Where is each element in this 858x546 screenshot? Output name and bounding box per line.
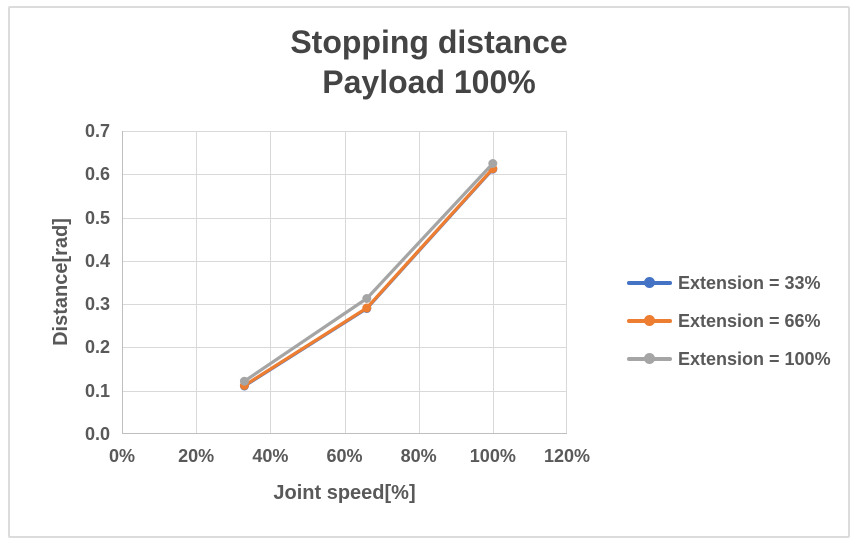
y-axis-title: Distance[rad]: [50, 218, 72, 346]
x-tick-label: 100%: [469, 446, 516, 466]
y-tick-label: 0.6: [84, 164, 110, 185]
x-tick-label: 20%: [178, 446, 215, 466]
chart-title: Stopping distance Payload 100%: [0, 22, 858, 102]
legend-line-marker-icon: [627, 353, 672, 365]
legend-item: Extension = 66%: [627, 302, 831, 340]
legend-item: Extension = 100%: [627, 340, 831, 378]
legend-marker-dot: [644, 315, 655, 326]
legend-label: Extension = 100%: [678, 348, 831, 369]
data-point-marker: [362, 303, 372, 313]
legend-line-marker-icon: [627, 315, 672, 327]
plot-area: [122, 131, 567, 434]
legend-item: Extension = 33%: [627, 264, 831, 302]
data-point-marker: [488, 159, 498, 168]
x-tick-label: 80%: [400, 446, 437, 466]
y-tick-label: 0.4: [84, 250, 110, 271]
y-tick-label: 0.0: [84, 424, 110, 444]
y-tick-label: 0.7: [84, 121, 110, 141]
data-point-marker: [362, 294, 372, 303]
y-tick-label: 0.5: [84, 207, 110, 228]
legend-marker-dot: [644, 277, 655, 288]
legend-label: Extension = 33%: [678, 272, 821, 293]
legend: Extension = 33% Extension = 66% Extension …: [627, 264, 831, 378]
x-tick-label: 0%: [108, 446, 135, 466]
chart-area-border: [8, 6, 850, 538]
x-tick-label: 120%: [543, 446, 591, 466]
series-line: [242, 161, 495, 383]
x-axis-title: Joint speed[%]: [273, 482, 416, 504]
legend-line-marker-icon: [627, 277, 672, 289]
x-tick-label: 40%: [252, 446, 289, 466]
x-tick-label: 60%: [326, 446, 363, 466]
chart-title-line-1: Stopping distance: [290, 24, 568, 60]
legend-marker-dot: [644, 353, 655, 364]
chart-title-line-2: Payload 100%: [322, 64, 536, 100]
y-tick-label: 0.1: [84, 380, 110, 401]
data-point-marker: [239, 376, 249, 386]
legend-label: Extension = 66%: [678, 310, 821, 331]
y-tick-label: 0.2: [84, 337, 110, 358]
y-tick-label: 0.3: [84, 294, 110, 315]
